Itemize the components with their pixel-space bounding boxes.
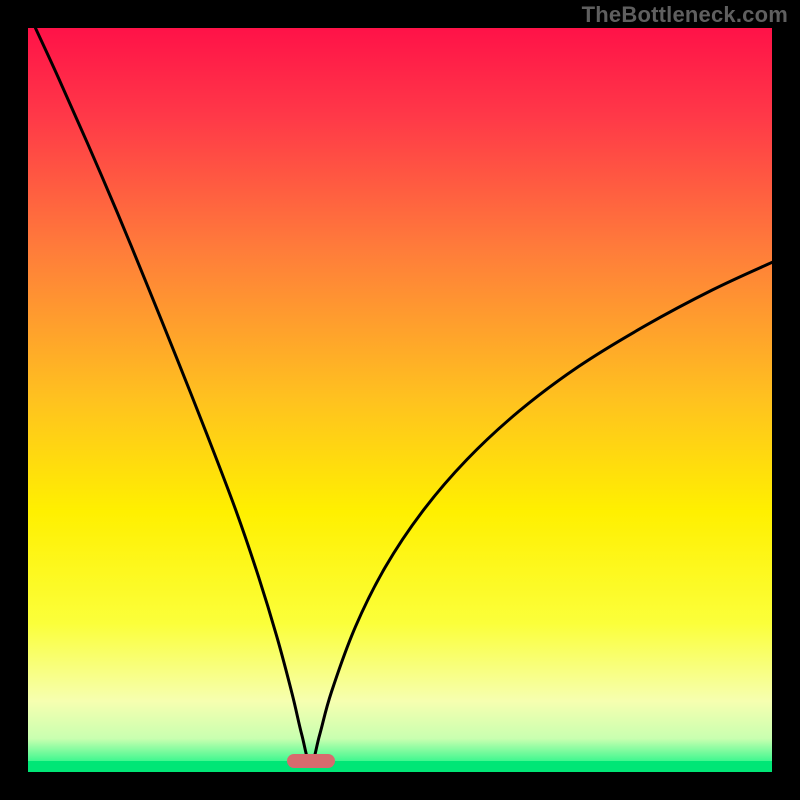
chart-frame: TheBottleneck.com xyxy=(0,0,800,800)
watermark-text: TheBottleneck.com xyxy=(582,2,788,28)
optimal-point-marker xyxy=(287,754,335,768)
bottleneck-curve xyxy=(28,28,772,772)
plot-area xyxy=(28,28,772,772)
